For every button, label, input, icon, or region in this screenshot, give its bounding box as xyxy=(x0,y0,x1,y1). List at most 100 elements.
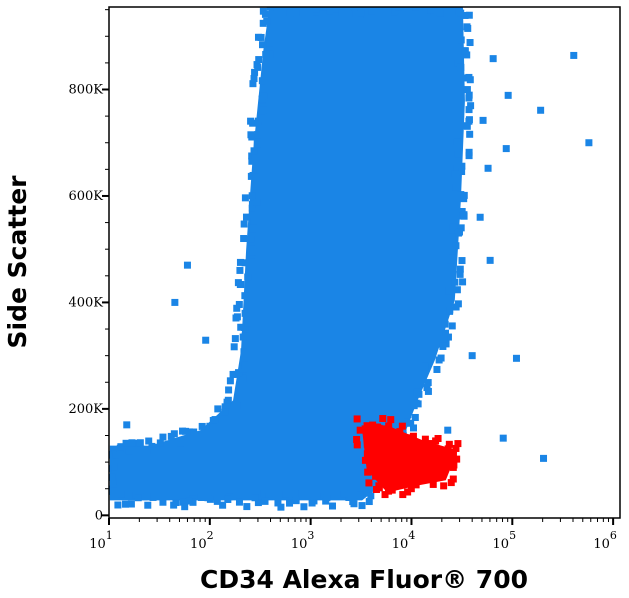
population-0-point xyxy=(101,442,108,449)
population-0-point xyxy=(122,439,130,447)
y-tick-label: 0 xyxy=(95,508,103,523)
population-0-outlier xyxy=(183,261,191,269)
x-tick-label: 102 xyxy=(190,529,214,552)
population-0-point xyxy=(247,131,255,139)
population-0-point xyxy=(247,117,255,125)
population-1-point xyxy=(427,440,435,448)
population-0-point xyxy=(456,265,464,273)
population-0-point xyxy=(463,86,471,94)
population-0-point xyxy=(244,273,252,281)
population-0-point xyxy=(125,447,133,455)
population-0-point xyxy=(248,192,256,200)
population-0-point xyxy=(235,498,243,506)
population-0-point xyxy=(235,300,243,308)
population-0-point xyxy=(463,122,471,130)
population-0-point xyxy=(436,9,444,17)
population-1-point xyxy=(418,474,426,482)
population-0-point xyxy=(250,75,258,83)
population-0-point xyxy=(300,503,308,511)
population-1-point xyxy=(449,475,457,483)
population-0-point xyxy=(274,499,282,507)
population-0-point xyxy=(451,170,459,178)
population-1-point xyxy=(432,437,440,445)
population-0-point xyxy=(248,204,256,212)
population-0-point xyxy=(255,56,263,64)
population-0-point xyxy=(465,148,473,156)
population-0-point xyxy=(463,51,471,59)
population-0-point xyxy=(185,497,193,505)
population-1-point xyxy=(364,468,372,476)
population-1-outlier xyxy=(356,426,364,434)
population-0-point xyxy=(253,177,261,185)
x-tick-label: 103 xyxy=(291,529,315,552)
population-0-point xyxy=(448,0,455,4)
population-0-point xyxy=(236,258,244,266)
population-0-point xyxy=(233,304,241,312)
population-0-point xyxy=(308,499,316,507)
population-0-point xyxy=(181,503,189,511)
population-0-point xyxy=(206,495,214,503)
population-1-point xyxy=(388,486,396,494)
population-0-point xyxy=(251,152,259,160)
population-1-point xyxy=(379,415,387,423)
population-0-outlier xyxy=(585,139,593,147)
population-0-point xyxy=(467,102,475,110)
population-0-point xyxy=(112,451,120,459)
population-0-point xyxy=(172,499,180,507)
population-0-point xyxy=(282,490,290,498)
population-0-point xyxy=(219,501,227,509)
population-0-point xyxy=(444,333,452,341)
x-tick-label: 101 xyxy=(89,529,113,552)
population-0-point xyxy=(423,384,431,392)
population-0-outlier xyxy=(537,106,545,114)
population-0-point xyxy=(251,494,259,502)
population-0-point xyxy=(134,494,142,502)
population-0-point xyxy=(353,0,360,5)
population-0-point xyxy=(466,39,474,47)
population-0-outlier xyxy=(479,116,487,124)
population-0-outlier xyxy=(123,421,131,429)
population-0-point xyxy=(459,278,467,286)
population-0-point xyxy=(241,259,249,267)
y-tick-label: 400K xyxy=(68,295,103,310)
population-0-point xyxy=(395,7,403,11)
population-1-point xyxy=(363,450,371,458)
population-0-point xyxy=(465,117,473,125)
population-1-point xyxy=(405,438,413,446)
population-0-point xyxy=(224,495,232,503)
population-0-point xyxy=(109,473,116,481)
population-0-point xyxy=(231,335,239,343)
y-tick-label: 200K xyxy=(68,402,103,417)
population-0-point xyxy=(448,247,456,255)
population-0-outlier xyxy=(489,55,497,63)
population-1-point xyxy=(353,441,361,449)
population-0-point xyxy=(405,7,413,12)
population-0-point xyxy=(167,432,175,440)
population-1-point xyxy=(369,421,377,429)
population-0-point xyxy=(313,492,321,500)
population-1-point xyxy=(407,485,415,493)
population-0-point xyxy=(457,224,465,232)
population-0-point xyxy=(415,390,423,398)
population-1-point xyxy=(398,422,406,430)
population-0-point xyxy=(247,235,255,243)
population-0-point xyxy=(457,36,465,44)
population-1-point xyxy=(387,416,395,424)
population-1-point xyxy=(381,491,389,499)
population-0-point xyxy=(224,396,232,404)
population-0-point xyxy=(225,386,233,394)
population-0-point xyxy=(326,7,334,15)
population-0-point xyxy=(262,50,270,58)
population-0-point xyxy=(266,50,274,58)
population-0-point xyxy=(368,484,376,492)
population-0-point xyxy=(144,501,152,509)
population-1-point xyxy=(364,428,372,436)
population-0-point xyxy=(156,439,164,447)
population-0-point xyxy=(259,41,267,49)
population-0-point xyxy=(261,497,269,505)
population-0-point xyxy=(253,490,261,498)
population-0-point xyxy=(242,213,250,221)
population-0-point xyxy=(249,80,257,88)
population-1-point xyxy=(385,422,393,430)
population-0-point xyxy=(340,490,348,498)
